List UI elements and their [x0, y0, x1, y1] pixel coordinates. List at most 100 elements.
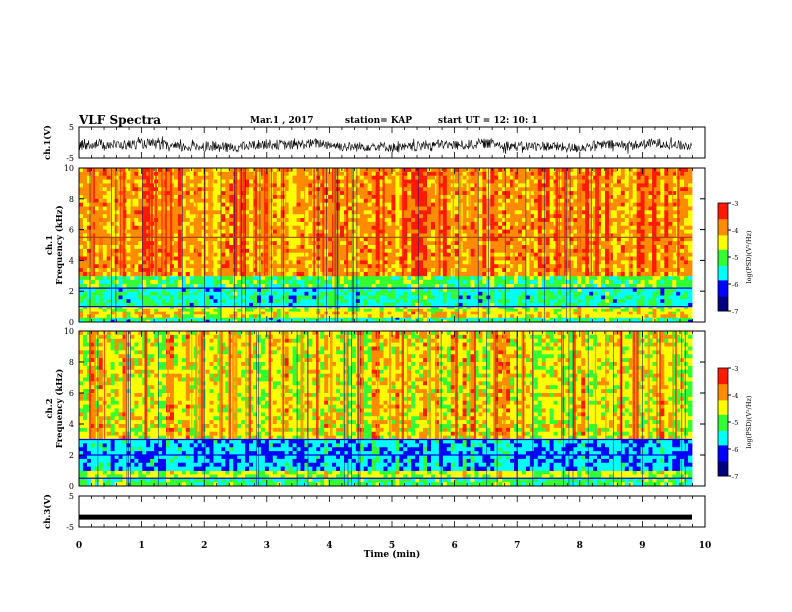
- spectrogram-cell: [510, 179, 515, 184]
- spectrogram-cell: [138, 221, 143, 227]
- spectrogram-cell: [438, 306, 444, 310]
- spectrogram-cell: [395, 210, 400, 215]
- spectrogram-cell: [197, 288, 202, 293]
- spectrogram-cell: [276, 175, 282, 180]
- spectrogram-cell: [684, 225, 689, 230]
- spectrogram-cell: [359, 210, 365, 215]
- spectrogram-cell: [430, 214, 436, 219]
- spectrogram-cell: [142, 198, 147, 204]
- spectrogram-cell: [106, 311, 112, 315]
- spectrogram-cell: [506, 210, 511, 215]
- spectrogram-cell: [573, 275, 578, 281]
- spectrogram-cell: [419, 314, 424, 318]
- spectrogram-cell: [415, 279, 420, 285]
- spectrogram-cell: [601, 311, 606, 315]
- spectrogram-cell: [541, 183, 547, 188]
- spectrogram-cell: [209, 275, 214, 281]
- spectrogram-cell: [142, 233, 147, 238]
- spectrogram-cell: [608, 284, 614, 289]
- spectrogram-cell: [656, 187, 661, 192]
- spectrogram-cell: [482, 229, 487, 234]
- spectrogram-cell: [648, 229, 653, 234]
- spectrogram-cell: [355, 214, 361, 219]
- spectrogram-cell: [419, 221, 424, 227]
- spectrogram-cell: [537, 214, 543, 219]
- spectrogram-cell: [482, 175, 487, 180]
- spectrogram-cell: [529, 206, 535, 211]
- spectrogram-cell: [126, 194, 131, 200]
- spectrogram-cell: [490, 175, 495, 180]
- spectrogram-cell: [82, 206, 88, 211]
- spectrogram-cell: [102, 288, 108, 293]
- spectrogram-cell: [316, 191, 321, 196]
- spectrogram-cell: [510, 314, 515, 318]
- spectrogram-cell: [415, 202, 420, 207]
- spectrogram-cell: [454, 275, 460, 281]
- spectrogram-cell: [296, 175, 301, 180]
- spectrogram-cell: [288, 308, 293, 312]
- spectrogram-cell: [446, 233, 452, 238]
- spectrogram-cell: [213, 206, 218, 211]
- spectrogram-cell: [102, 202, 108, 207]
- spectrogram-cell: [249, 171, 254, 177]
- spectrogram-cell: [506, 275, 511, 281]
- spectrogram-cell: [118, 311, 123, 315]
- spectrogram-cell: [608, 194, 614, 200]
- spectrogram-cell: [565, 308, 570, 312]
- spectrogram-cell: [482, 233, 487, 238]
- spectrogram-cell: [506, 229, 511, 234]
- spectrogram-cell: [268, 229, 274, 234]
- spectrogram-cell: [597, 179, 602, 184]
- spectrogram-cell: [462, 314, 467, 318]
- spectrogram-cell: [276, 210, 282, 215]
- spectrogram-cell: [106, 279, 112, 285]
- spectrogram-cell: [597, 225, 602, 230]
- spectrogram-cell: [387, 284, 392, 289]
- spectrogram-cell: [142, 291, 147, 296]
- spectrogram-cell: [632, 284, 638, 289]
- spectrogram-cell: [367, 210, 373, 215]
- spectrogram-cell: [363, 233, 369, 238]
- spectrogram-cell: [454, 221, 460, 227]
- spectrogram-cell: [525, 229, 531, 234]
- spectrogram-cell: [423, 299, 428, 304]
- spectrogram-cell: [664, 194, 669, 200]
- spectrogram-cell: [363, 288, 369, 293]
- spectrogram-cell: [411, 168, 416, 173]
- spectrogram-cell: [399, 306, 404, 310]
- spectrogram-cell: [82, 194, 88, 200]
- spectrogram-cell: [640, 311, 645, 315]
- spectrogram-cell: [359, 225, 365, 230]
- spectrogram-cell: [316, 183, 321, 188]
- spectrogram-cell: [616, 233, 622, 238]
- spectrogram-cell: [130, 299, 135, 304]
- spectrogram-cell: [304, 191, 309, 196]
- spectrogram-cell: [664, 314, 669, 318]
- spectrogram-cell: [225, 308, 230, 312]
- spectrogram-cell: [205, 295, 210, 300]
- spectrogram-cell: [367, 179, 373, 184]
- spectrogram-cell: [110, 179, 115, 184]
- spectrogram-cell: [521, 221, 527, 227]
- spectrogram-cell: [660, 302, 665, 307]
- spectrogram-cell: [102, 229, 108, 234]
- spectrogram-cell: [158, 218, 163, 223]
- spectrogram-cell: [628, 229, 634, 234]
- spectrogram-cell: [419, 229, 424, 234]
- spectrogram-cell: [660, 187, 665, 192]
- spectrogram-cell: [648, 218, 653, 223]
- spectrogram-cell: [154, 317, 159, 321]
- spectrogram-cell: [517, 319, 523, 323]
- spectrogram-cell: [438, 284, 444, 289]
- spectrogram-cell: [391, 221, 396, 227]
- spectrogram-cell: [545, 202, 551, 207]
- spectrogram-cell: [624, 191, 630, 196]
- spectrogram-cell: [430, 302, 436, 307]
- spectrogram-cell: [288, 299, 293, 304]
- spectrogram-cell: [221, 221, 226, 227]
- spectrogram-cell: [193, 302, 199, 307]
- spectrogram-cell: [328, 183, 333, 188]
- spectrogram-cell: [462, 291, 467, 296]
- spectrogram-cell: [628, 183, 634, 188]
- spectrogram-cell: [498, 218, 503, 223]
